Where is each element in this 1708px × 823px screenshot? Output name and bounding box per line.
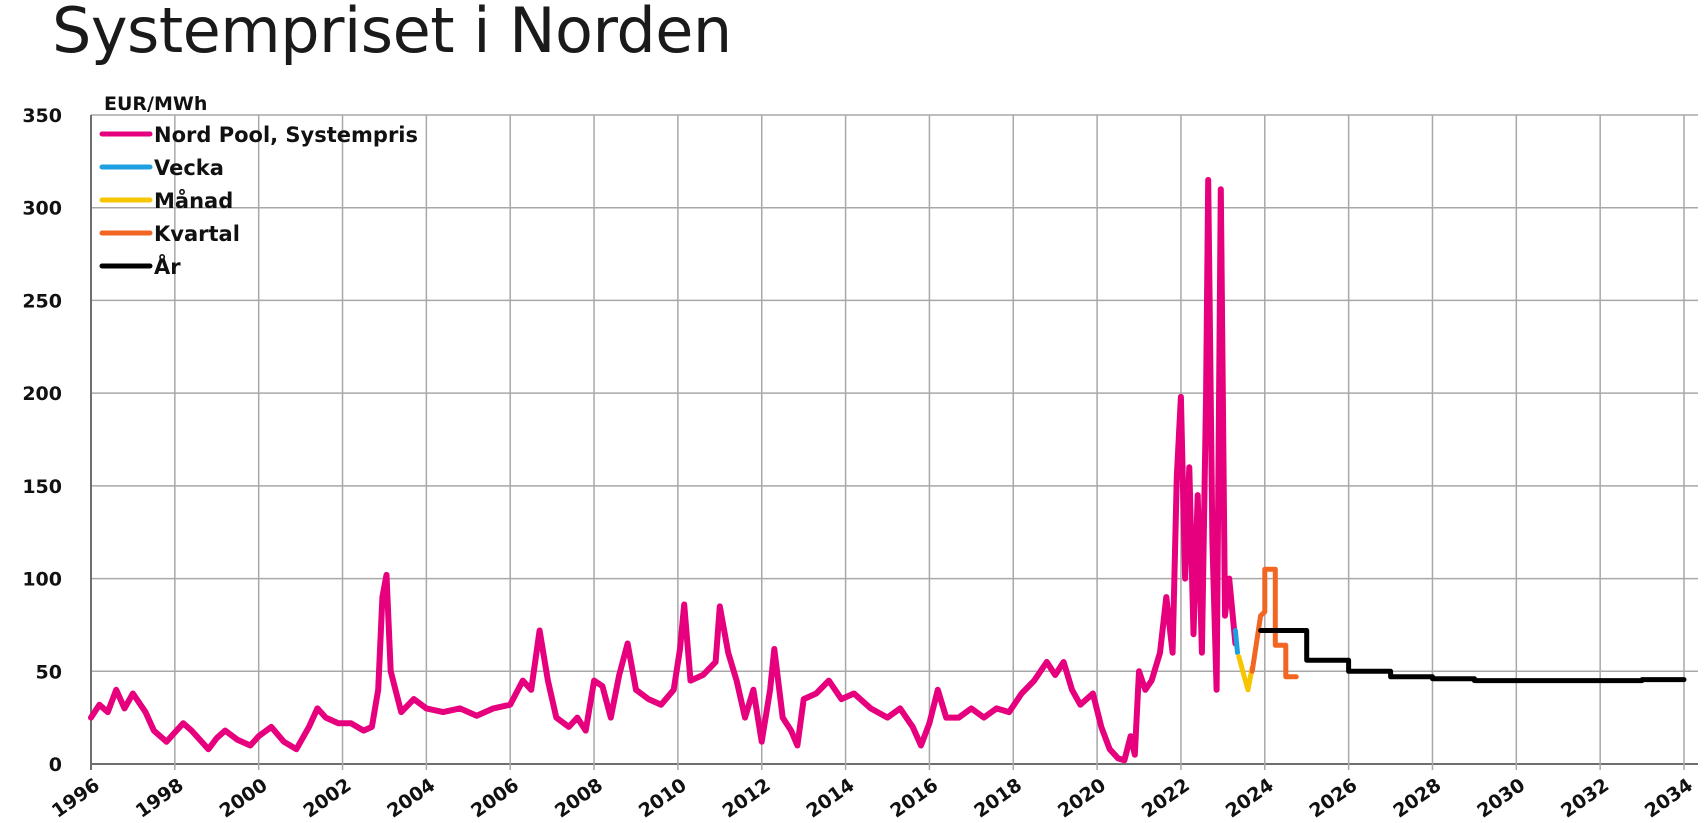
x-axis-ticks: 1996 1998 2000 2002 2004 2006 2008 2010 2012 2014…	[48, 774, 1697, 822]
y-tick-label: 200	[22, 383, 62, 405]
y-tick-label: 100	[22, 569, 62, 591]
page-title: Systempriset i Norden	[52, 0, 732, 67]
x-tick-label: 2012	[719, 774, 775, 822]
legend-label-2: Månad	[154, 188, 233, 213]
legend-label-1: Vecka	[154, 156, 224, 180]
y-tick-label: 0	[49, 754, 62, 776]
y-axis-ticks: 0 50 100 150 200 250 300 350	[22, 105, 62, 776]
x-tick-label: 2022	[1138, 774, 1194, 822]
legend-label-0: Nord Pool, Systempris	[154, 123, 418, 147]
x-tick-label: 2024	[1222, 774, 1278, 822]
y-tick-label: 350	[22, 105, 62, 127]
y-tick-label: 150	[22, 476, 62, 498]
x-tick-label: 2014	[803, 774, 859, 822]
x-tick-label: 1998	[132, 774, 188, 822]
x-tick-label: 1996	[48, 774, 104, 822]
x-tick-label: 2010	[635, 774, 691, 822]
x-tick-label: 2028	[1389, 774, 1445, 822]
x-tick-label: 2018	[970, 774, 1026, 822]
x-tick-label: 2030	[1473, 774, 1529, 822]
series-line-2	[1236, 654, 1255, 693]
x-tick-label: 2002	[299, 774, 355, 822]
x-tick-label: 2020	[1054, 774, 1110, 822]
x-tick-label: 2008	[551, 774, 607, 822]
x-tick-label: 2004	[383, 774, 439, 822]
series-line-3	[1249, 566, 1299, 680]
legend-label-4: År	[154, 254, 181, 279]
chart-series	[88, 176, 1687, 764]
chart-legend: EUR/MWh Nord Pool, Systempris Vecka Månad K…	[99, 93, 418, 279]
x-tick-label: 2006	[467, 774, 523, 822]
series-line-1	[1232, 628, 1240, 656]
y-tick-label: 50	[36, 661, 62, 683]
series-line-0	[88, 176, 1239, 764]
y-tick-label: 300	[22, 198, 62, 220]
legend-label-3: Kvartal	[154, 222, 240, 246]
y-unit-label: EUR/MWh	[104, 93, 207, 115]
series-line-4	[1258, 628, 1687, 684]
y-tick-label: 250	[22, 290, 62, 312]
x-tick-label: 2000	[216, 774, 272, 822]
x-tick-label: 2016	[886, 774, 942, 822]
x-tick-label: 2034	[1641, 774, 1697, 822]
chart-grid	[90, 114, 1698, 770]
x-tick-label: 2026	[1306, 774, 1362, 822]
x-tick-label: 2032	[1557, 774, 1613, 822]
